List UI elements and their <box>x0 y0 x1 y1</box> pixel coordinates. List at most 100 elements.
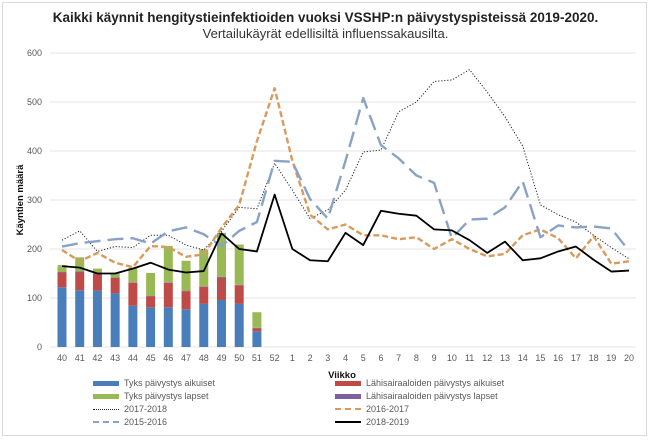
x-tick-label: 48 <box>199 353 209 363</box>
bar-segment <box>252 312 262 328</box>
bar-segment <box>216 232 226 277</box>
legend-item: Tyks päivystys lapset <box>93 391 209 401</box>
bar-segment <box>57 272 67 288</box>
legend-label: 2017-2018 <box>124 404 168 414</box>
bar-segment <box>181 291 191 310</box>
x-tick-label: 4 <box>343 353 348 363</box>
bar-segment <box>146 273 156 297</box>
legend-item: 2016-2017 <box>335 404 409 414</box>
legend-label: Tyks päivystys aikuiset <box>124 378 216 388</box>
legend-item: 2015-2016 <box>93 417 167 427</box>
x-tick-label: 7 <box>396 353 401 363</box>
legend-swatch <box>93 408 119 410</box>
bar-segment <box>163 307 173 347</box>
x-tick-label: 9 <box>432 353 437 363</box>
chart-frame <box>2 2 647 436</box>
x-tick-label: 13 <box>500 353 510 363</box>
x-tick-label: 5 <box>361 353 366 363</box>
legend-label: 2018-2019 <box>366 417 410 427</box>
bar-segment <box>234 285 244 304</box>
legend-label: 2016-2017 <box>366 404 410 414</box>
legend-item: Lähisairaaloiden päivystys aikuiset <box>335 378 504 388</box>
bar-segment <box>75 290 85 347</box>
chart-title: Kaikki käynnit hengitystieinfektioiden v… <box>52 10 599 25</box>
x-tick-label: 49 <box>216 353 226 363</box>
bar-segment <box>199 303 209 347</box>
bar-segment <box>216 276 226 278</box>
x-tick-label: 20 <box>624 353 634 363</box>
bar-segment <box>75 272 85 291</box>
x-tick-label: 6 <box>378 353 383 363</box>
x-tick-label: 14 <box>518 353 528 363</box>
x-tick-label: 52 <box>270 353 280 363</box>
legend-label: Lähisairaaloiden päivystys lapset <box>366 391 498 401</box>
bar-segment <box>92 290 102 347</box>
bar-segment <box>199 286 209 304</box>
x-tick-label: 50 <box>234 353 244 363</box>
x-axis-label: Viikko <box>328 370 356 381</box>
y-tick-label: 200 <box>27 244 42 254</box>
legend-label: Tyks päivystys lapset <box>124 391 209 401</box>
bar-segment <box>92 273 102 291</box>
bar-segment <box>146 296 156 308</box>
x-tick-label: 51 <box>252 353 262 363</box>
y-tick-label: 400 <box>27 146 42 156</box>
bar-segment <box>234 244 244 285</box>
x-tick-label: 44 <box>128 353 138 363</box>
bar-segment <box>128 267 138 283</box>
bar-segment <box>75 257 85 272</box>
x-tick-label: 41 <box>75 353 85 363</box>
line-series-2017-2018 <box>61 69 630 260</box>
bar-segment <box>92 268 102 274</box>
bar-segment <box>110 277 120 294</box>
bar-segment <box>163 246 173 283</box>
bar-segment <box>110 273 120 278</box>
bar-segment <box>146 307 156 347</box>
x-tick-label: 15 <box>535 353 545 363</box>
x-tick-label: 8 <box>414 353 419 363</box>
chart-subtitle: Vertailukäyrät edellisiltä influenssakau… <box>202 26 449 41</box>
x-tick-label: 11 <box>465 353 474 363</box>
x-tick-label: 1 <box>290 353 295 363</box>
legend-swatch <box>335 421 361 423</box>
x-tick-label: 16 <box>553 353 563 363</box>
line-series-2018-2019 <box>61 193 630 275</box>
y-tick-label: 300 <box>27 195 42 205</box>
x-tick-label: 42 <box>92 353 102 363</box>
legend-swatch <box>93 380 119 386</box>
y-tick-label: 100 <box>27 293 42 303</box>
bar-segment <box>216 299 226 347</box>
bar-segment <box>252 331 262 347</box>
x-tick-label: 47 <box>181 353 191 363</box>
legend-swatch <box>335 408 361 410</box>
y-tick-label: 600 <box>27 48 42 58</box>
bar-segment <box>163 282 173 308</box>
legend-label: 2015-2016 <box>124 417 168 427</box>
x-tick-label: 2 <box>308 353 313 363</box>
x-tick-label: 17 <box>571 353 581 363</box>
bar-segment <box>128 282 138 306</box>
y-tick-label: 0 <box>37 342 42 352</box>
x-tick-label: 18 <box>589 353 599 363</box>
x-tick-label: 43 <box>110 353 120 363</box>
bar-segment <box>128 305 138 347</box>
legend-swatch <box>93 421 119 423</box>
bar-segment <box>216 277 226 300</box>
bar-segment <box>75 271 85 273</box>
line-series-2015-2016 <box>61 96 630 252</box>
legend-item: Lähisairaaloiden päivystys lapset <box>335 391 498 401</box>
legend-item: 2018-2019 <box>335 417 409 427</box>
bar-segment <box>199 249 209 287</box>
x-tick-label: 46 <box>163 353 173 363</box>
bar-segment <box>181 309 191 347</box>
legend-label: Lähisairaaloiden päivystys aikuiset <box>366 378 505 388</box>
line-series-2016-2017 <box>61 87 630 269</box>
legend-swatch <box>335 380 361 386</box>
x-tick-label: 45 <box>146 353 156 363</box>
x-tick-label: 19 <box>606 353 616 363</box>
bar-segment <box>57 287 67 347</box>
x-tick-label: 3 <box>325 353 330 363</box>
y-tick-label: 500 <box>27 97 42 107</box>
x-tick-label: 40 <box>57 353 67 363</box>
